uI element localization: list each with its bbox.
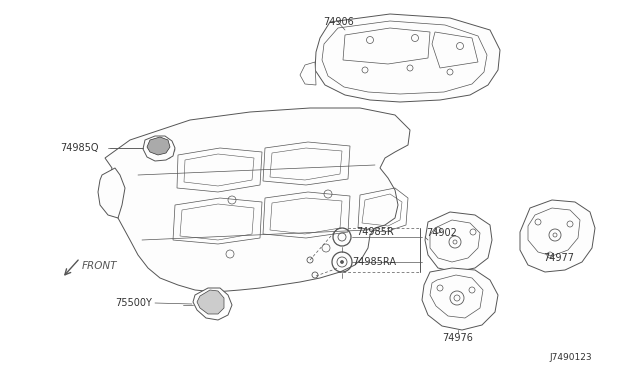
Text: 74985Q: 74985Q bbox=[60, 143, 99, 153]
Circle shape bbox=[340, 260, 344, 263]
Polygon shape bbox=[105, 108, 410, 292]
Text: 74976: 74976 bbox=[443, 333, 474, 343]
Polygon shape bbox=[147, 137, 170, 155]
Polygon shape bbox=[197, 290, 224, 314]
Polygon shape bbox=[193, 288, 232, 320]
Polygon shape bbox=[151, 140, 170, 155]
Polygon shape bbox=[315, 14, 500, 102]
Polygon shape bbox=[425, 212, 492, 272]
Polygon shape bbox=[300, 62, 316, 85]
Text: 74985R: 74985R bbox=[356, 227, 394, 237]
Text: J7490123: J7490123 bbox=[549, 353, 592, 362]
Polygon shape bbox=[422, 268, 498, 330]
Polygon shape bbox=[143, 136, 175, 161]
Text: 74902: 74902 bbox=[426, 228, 457, 238]
Polygon shape bbox=[98, 168, 125, 218]
Text: FRONT: FRONT bbox=[82, 261, 118, 271]
Polygon shape bbox=[520, 200, 595, 272]
Text: 74906: 74906 bbox=[323, 17, 354, 27]
Text: 75500Y: 75500Y bbox=[115, 298, 152, 308]
Text: 74977: 74977 bbox=[543, 253, 574, 263]
Text: 74985RA: 74985RA bbox=[352, 257, 396, 267]
